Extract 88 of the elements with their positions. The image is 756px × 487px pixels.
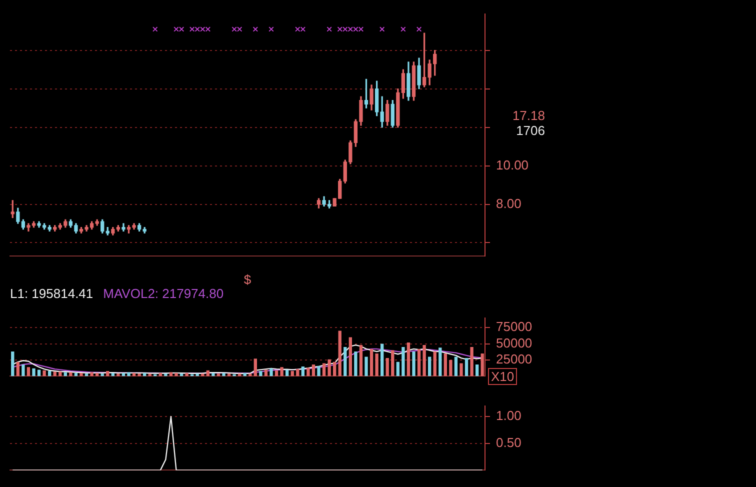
bar bbox=[290, 371, 294, 376]
bar bbox=[375, 353, 378, 376]
text: $ bbox=[242, 272, 252, 287]
y-tick-label: 0.50 bbox=[496, 434, 522, 450]
bar bbox=[433, 352, 436, 376]
bar bbox=[201, 374, 204, 376]
bar bbox=[344, 347, 347, 376]
bar bbox=[454, 356, 458, 376]
y-tick-label: 25000 bbox=[496, 352, 532, 367]
bar bbox=[438, 348, 442, 376]
bar bbox=[174, 372, 178, 376]
bar bbox=[396, 362, 400, 376]
bar bbox=[270, 368, 273, 376]
bar bbox=[428, 356, 432, 376]
text: MAVOL2: 217974.80 bbox=[103, 286, 224, 301]
bar bbox=[354, 352, 358, 376]
y-tick-label: 10.00 bbox=[496, 157, 529, 172]
text: L1: 195814.41 bbox=[10, 286, 94, 301]
bar bbox=[216, 374, 220, 376]
bar bbox=[333, 362, 336, 376]
bar bbox=[53, 372, 56, 376]
bar bbox=[196, 374, 199, 376]
bar bbox=[348, 337, 352, 376]
text: X10 bbox=[488, 368, 518, 385]
bar bbox=[301, 366, 304, 376]
bar bbox=[180, 374, 184, 376]
bar bbox=[227, 374, 231, 376]
bar bbox=[364, 356, 368, 376]
bar bbox=[306, 368, 310, 376]
bar bbox=[470, 347, 474, 376]
bar bbox=[100, 374, 104, 376]
bar bbox=[106, 371, 110, 376]
text: 17.18 bbox=[511, 108, 545, 123]
bar bbox=[328, 359, 331, 376]
bar bbox=[16, 362, 20, 376]
bar bbox=[259, 371, 262, 376]
bar bbox=[116, 374, 120, 376]
bar bbox=[296, 369, 300, 376]
bar bbox=[449, 360, 452, 376]
bar bbox=[164, 374, 168, 376]
bar bbox=[480, 353, 484, 376]
bar bbox=[248, 374, 252, 376]
bar bbox=[391, 350, 394, 376]
bar bbox=[212, 372, 215, 376]
bar bbox=[32, 368, 36, 376]
y-tick-label: 75000 bbox=[496, 319, 532, 334]
bar bbox=[11, 352, 14, 376]
bar bbox=[80, 372, 83, 376]
bar bbox=[312, 364, 316, 376]
bar bbox=[286, 370, 289, 376]
bar bbox=[264, 370, 268, 376]
bar bbox=[476, 364, 479, 376]
y-tick-label: 8.00 bbox=[496, 196, 522, 211]
bar bbox=[37, 370, 41, 376]
bar bbox=[138, 374, 141, 376]
bar bbox=[90, 372, 94, 376]
bar bbox=[222, 372, 226, 376]
bar bbox=[317, 366, 320, 376]
bar bbox=[69, 372, 72, 376]
bar bbox=[464, 358, 468, 376]
bar bbox=[412, 352, 416, 376]
bar bbox=[238, 374, 242, 376]
bar bbox=[386, 358, 389, 376]
bar bbox=[380, 344, 384, 376]
bar bbox=[127, 372, 130, 376]
bar bbox=[280, 367, 284, 376]
text: 1706 bbox=[515, 123, 545, 138]
bar bbox=[254, 358, 257, 376]
y-tick-label: 1.00 bbox=[496, 408, 522, 424]
bar bbox=[460, 363, 463, 376]
bar bbox=[26, 367, 30, 376]
bar bbox=[444, 353, 447, 376]
bar bbox=[22, 364, 25, 376]
bar bbox=[322, 363, 326, 376]
bar bbox=[58, 372, 62, 376]
bar bbox=[370, 348, 374, 376]
bar bbox=[422, 345, 426, 376]
bar bbox=[359, 345, 363, 376]
bar bbox=[42, 370, 46, 376]
bar bbox=[338, 330, 342, 376]
y-tick-label: 50000 bbox=[496, 335, 532, 350]
bar bbox=[148, 374, 152, 376]
bar bbox=[84, 374, 88, 376]
bar bbox=[417, 348, 421, 376]
bar bbox=[402, 347, 405, 376]
bar bbox=[48, 371, 52, 376]
bar bbox=[406, 342, 410, 376]
bar bbox=[185, 372, 188, 376]
